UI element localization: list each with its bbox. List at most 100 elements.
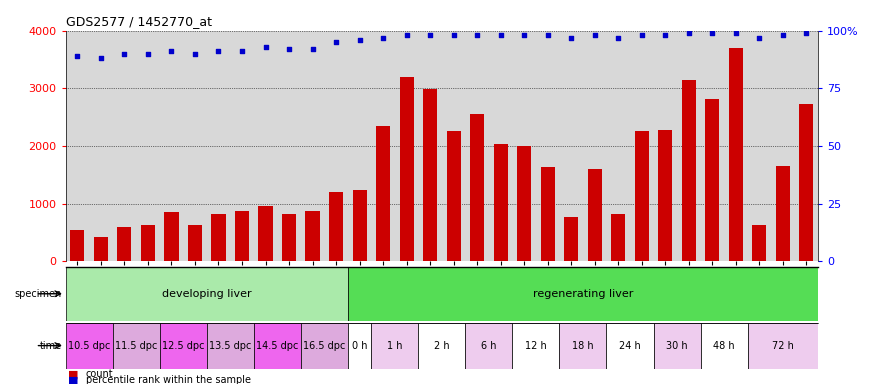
Point [446,32,460,38]
Text: 30 h: 30 h [666,341,688,351]
Bar [513,323,559,369]
Bar [634,131,649,261]
Point [212,48,226,55]
Text: count: count [86,369,114,379]
Bar [66,323,113,369]
Bar [541,167,555,261]
Bar [160,323,206,369]
Text: 72 h: 72 h [772,341,794,351]
Bar [376,126,390,261]
Bar [705,99,719,261]
Bar [117,227,131,261]
Bar [446,131,461,261]
Point [235,48,249,55]
Bar [258,207,273,261]
Text: regenerating liver: regenerating liver [533,289,634,299]
Point [682,30,696,36]
Text: 2 h: 2 h [434,341,450,351]
Text: 14.5 dpc: 14.5 dpc [256,341,298,351]
Bar [301,323,348,369]
Point [588,32,602,38]
Bar [701,323,747,369]
Point [188,51,202,57]
Point [141,51,155,57]
Text: 11.5 dpc: 11.5 dpc [115,341,158,351]
Text: 12 h: 12 h [525,341,547,351]
Text: 12.5 dpc: 12.5 dpc [162,341,205,351]
Point [400,32,414,38]
Point [94,55,108,61]
Bar [66,267,348,321]
Bar [517,146,531,261]
Bar [164,212,178,261]
Point [776,32,790,38]
Bar [400,77,414,261]
Point [329,39,343,45]
Bar [606,323,654,369]
Bar [564,217,578,261]
Bar [329,192,343,261]
Bar [470,114,484,261]
Point [282,46,296,52]
Bar [141,225,155,261]
Bar [654,323,701,369]
Bar [188,225,202,261]
Point [376,35,390,41]
Point [517,32,531,38]
Text: 18 h: 18 h [572,341,594,351]
Bar [776,166,790,261]
Text: 0 h: 0 h [352,341,367,351]
Bar [424,89,438,261]
Bar [418,323,466,369]
Bar [113,323,160,369]
Text: percentile rank within the sample: percentile rank within the sample [86,375,251,384]
Text: 10.5 dpc: 10.5 dpc [68,341,110,351]
Bar [353,190,367,261]
Bar [466,323,513,369]
Bar [747,323,818,369]
Bar [559,323,606,369]
Text: developing liver: developing liver [162,289,251,299]
Text: ■: ■ [68,375,79,384]
Bar [94,237,108,261]
Bar [70,230,85,261]
Text: time: time [39,341,62,351]
Point [729,30,743,36]
Bar [348,267,818,321]
Point [493,32,507,38]
Bar [658,130,672,261]
Text: 1 h: 1 h [387,341,402,351]
Bar [682,79,696,261]
Point [612,35,626,41]
Point [705,30,719,36]
Bar [729,48,743,261]
Point [752,35,766,41]
Text: 16.5 dpc: 16.5 dpc [303,341,346,351]
Point [541,32,555,38]
Bar [800,104,814,261]
Point [117,51,131,57]
Text: 48 h: 48 h [713,341,735,351]
Text: ■: ■ [68,369,79,379]
Bar [212,214,226,261]
Point [353,37,367,43]
Bar [206,323,254,369]
Point [70,53,84,59]
Point [634,32,648,38]
Point [658,32,672,38]
Point [470,32,484,38]
Bar [234,211,249,261]
Text: 24 h: 24 h [620,341,640,351]
Text: specimen: specimen [15,289,62,299]
Point [258,44,272,50]
Bar [282,214,296,261]
Point [424,32,438,38]
Point [305,46,319,52]
Bar [254,323,301,369]
Point [164,48,178,55]
Bar [588,169,602,261]
Text: GDS2577 / 1452770_at: GDS2577 / 1452770_at [66,15,212,28]
Point [800,30,814,36]
Bar [493,144,507,261]
Bar [305,211,319,261]
